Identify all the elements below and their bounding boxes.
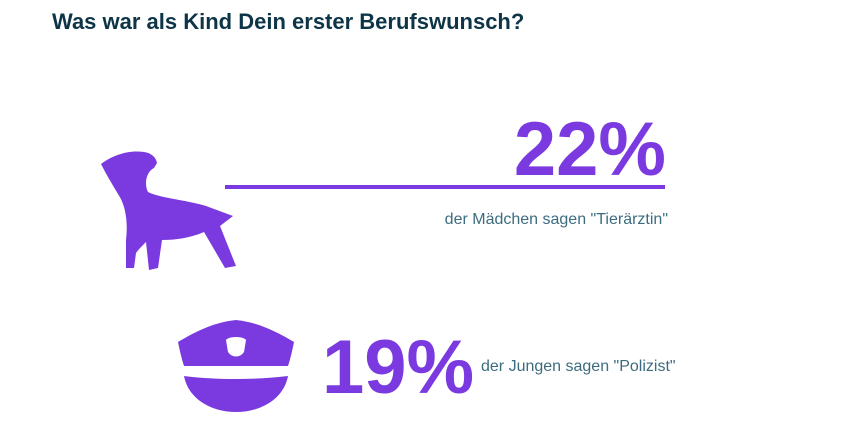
dog-icon: [101, 151, 236, 270]
percentage-girls: 22%: [513, 107, 666, 192]
caption-girls: der Mädchen sagen "Tierärztin": [444, 211, 668, 228]
page-title: Was war als Kind Dein erster Berufswunsc…: [52, 9, 525, 34]
caption-boys: der Jungen sagen "Polizist": [481, 358, 676, 375]
police-cap-icon: [178, 320, 294, 412]
divider-line: [225, 185, 665, 189]
percentage-boys: 19%: [322, 325, 475, 410]
